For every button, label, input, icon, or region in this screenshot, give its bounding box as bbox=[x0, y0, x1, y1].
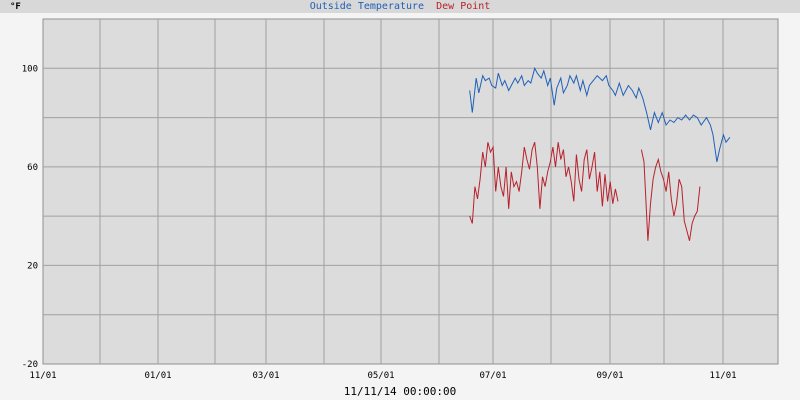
y-tick-label: 100 bbox=[22, 64, 38, 74]
header-band bbox=[0, 0, 800, 13]
series-line-outside-temperature bbox=[469, 66, 731, 163]
x-tick-label: 09/01 bbox=[596, 371, 623, 381]
series-lines bbox=[469, 66, 731, 241]
legend-dew-point: Dew Point bbox=[436, 1, 490, 12]
y-tick-label: 60 bbox=[27, 163, 38, 173]
x-tick-label: 11/01 bbox=[29, 371, 56, 381]
y-tick-labels: -20 20 60 100 bbox=[22, 64, 38, 370]
x-tick-label: 07/01 bbox=[479, 371, 506, 381]
y-tick-label: -20 bbox=[22, 360, 38, 370]
y-tick-label: 20 bbox=[27, 261, 38, 271]
legend-temperature: Outside Temperature bbox=[310, 1, 424, 12]
x-tick-label: 01/01 bbox=[144, 371, 171, 381]
legend: Outside Temperature Dew Point bbox=[310, 1, 491, 12]
x-tick-label: 05/01 bbox=[367, 371, 394, 381]
series-line-dew-point bbox=[469, 142, 619, 224]
timestamp: 11/11/14 00:00:00 bbox=[344, 385, 457, 398]
plot-area bbox=[42, 18, 779, 365]
x-tick-label: 03/01 bbox=[252, 371, 279, 381]
x-tick-labels: 11/01 01/01 03/01 05/01 07/01 09/01 11/01 bbox=[29, 371, 736, 381]
series-line-dew-point bbox=[640, 149, 701, 241]
x-tick-label: 11/01 bbox=[709, 371, 736, 381]
unit-label: °F bbox=[10, 2, 21, 12]
